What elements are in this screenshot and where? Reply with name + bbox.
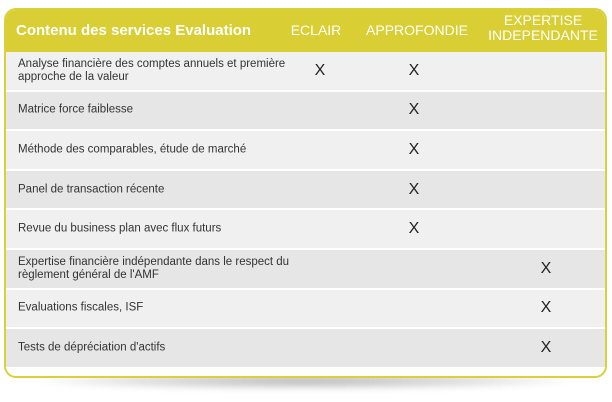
table-row: Tests de dépréciation d'actifs X bbox=[6, 329, 605, 369]
expertise-mark: X bbox=[540, 259, 552, 277]
table-row: Panel de transaction récente X bbox=[6, 170, 605, 211]
row-label: Panel de transaction récente bbox=[18, 183, 165, 196]
row-label: Analyse financière des comptes annuels e… bbox=[18, 57, 286, 83]
expertise-mark: X bbox=[540, 338, 552, 356]
column-header-expertise-independante: EXPERTISE INDEPENDANTE bbox=[484, 13, 602, 43]
row-label: Méthode des comparables, étude de marché bbox=[18, 143, 247, 156]
approfondie-mark: X bbox=[408, 220, 420, 238]
approfondie-mark: X bbox=[408, 140, 420, 158]
table-row: Revue du business plan avec flux futurs … bbox=[6, 210, 605, 250]
approfondie-mark: X bbox=[408, 61, 420, 79]
eclair-mark: X bbox=[314, 61, 326, 79]
services-table: Contenu des services Evaluation ECLAIR A… bbox=[4, 8, 607, 378]
table-row: Evaluations fiscales, ISF X bbox=[6, 289, 605, 330]
table-row: Méthode des comparables, étude de marché… bbox=[6, 131, 605, 171]
approfondie-mark: X bbox=[408, 101, 420, 119]
row-label: Evaluations fiscales, ISF bbox=[18, 301, 144, 314]
table-row: Analyse financière des comptes annuels e… bbox=[6, 52, 605, 92]
table-header: Contenu des services Evaluation ECLAIR A… bbox=[6, 10, 605, 52]
column-header-approfondie: APPROFONDIE bbox=[366, 22, 468, 38]
table-title: Contenu des services Evaluation bbox=[16, 22, 252, 39]
column-header-expertise-line2: INDEPENDANTE bbox=[488, 27, 598, 43]
column-header-eclair: ECLAIR bbox=[290, 22, 342, 38]
row-label: Matrice force faiblesse bbox=[18, 103, 134, 116]
column-header-expertise-line1: EXPERTISE bbox=[503, 12, 583, 28]
row-label: Tests de dépréciation d'actifs bbox=[18, 341, 166, 354]
row-label: Expertise financière indépendante dans l… bbox=[18, 255, 290, 281]
approfondie-mark: X bbox=[408, 180, 420, 198]
expertise-mark: X bbox=[540, 299, 552, 317]
table-row: Matrice force faiblesse X bbox=[6, 91, 605, 132]
table-body: Analyse financière des comptes annuels e… bbox=[6, 52, 605, 369]
row-label: Revue du business plan avec flux futurs bbox=[18, 222, 222, 235]
table-row: Expertise financière indépendante dans l… bbox=[6, 249, 605, 290]
